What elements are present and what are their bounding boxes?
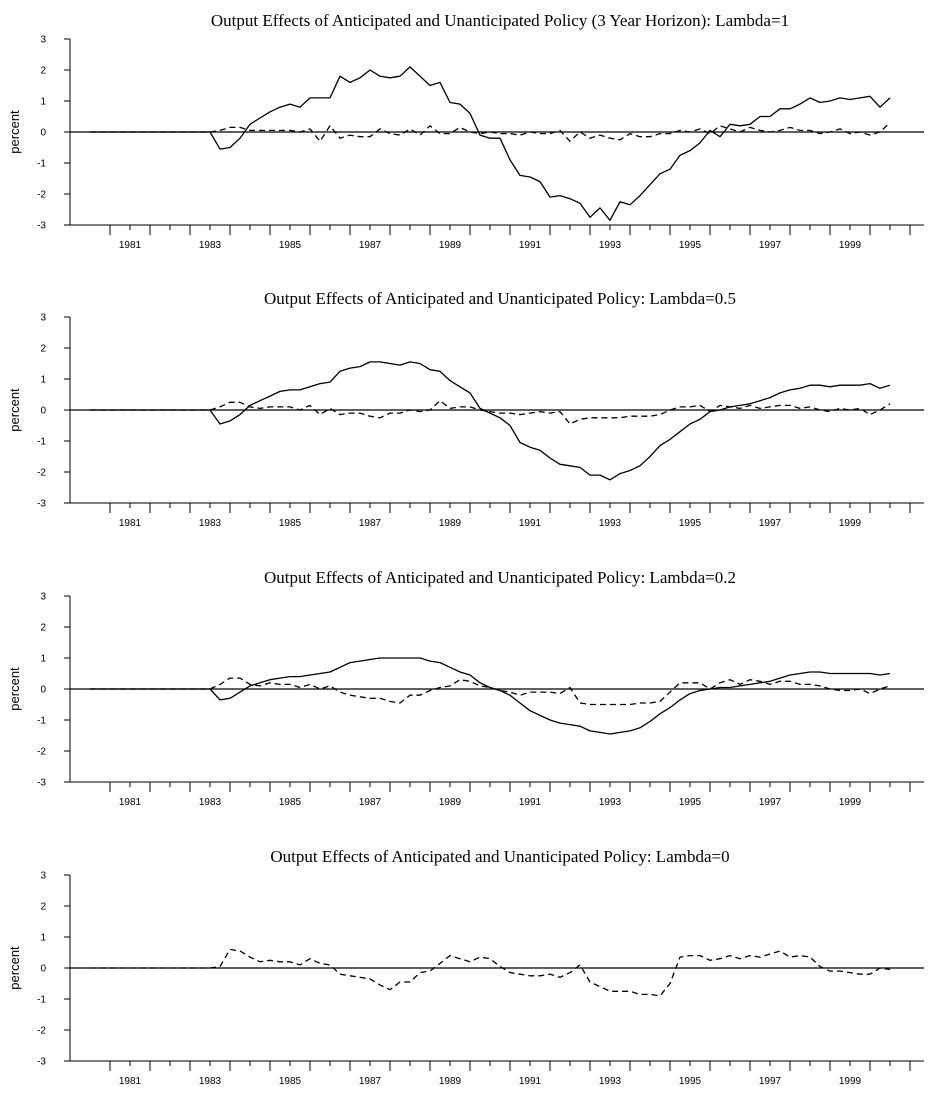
y-tick-label: 1 bbox=[40, 933, 46, 944]
y-tick-label: 0 bbox=[40, 406, 46, 417]
x-tick-label: 1985 bbox=[279, 1076, 302, 1087]
y-tick-label: -1 bbox=[37, 716, 46, 727]
series-line-dashed bbox=[90, 122, 891, 142]
x-tick-label: 1985 bbox=[279, 240, 302, 251]
y-axis-label: percent bbox=[7, 667, 22, 711]
x-tick-label: 1999 bbox=[839, 1076, 862, 1087]
x-tick-label: 1995 bbox=[679, 518, 702, 529]
x-tick-label: 1981 bbox=[119, 797, 142, 808]
x-tick-label: 1983 bbox=[199, 1076, 222, 1087]
y-tick-label: 2 bbox=[40, 66, 46, 77]
y-tick-label: -3 bbox=[37, 221, 46, 232]
x-tick-label: 1989 bbox=[439, 797, 462, 808]
x-tick-label: 1995 bbox=[679, 240, 702, 251]
x-tick-label: 1985 bbox=[279, 518, 302, 529]
x-tick-label: 1987 bbox=[359, 240, 382, 251]
x-tick-label: 1991 bbox=[519, 518, 542, 529]
y-tick-label: 0 bbox=[40, 685, 46, 696]
x-tick-label: 1981 bbox=[119, 518, 142, 529]
x-tick-label: 1981 bbox=[119, 1076, 142, 1087]
y-tick-label: 3 bbox=[40, 313, 46, 324]
y-tick-label: -1 bbox=[37, 437, 46, 448]
y-tick-label: 0 bbox=[40, 128, 46, 139]
y-tick-label: 0 bbox=[40, 964, 46, 975]
x-tick-label: 1991 bbox=[519, 240, 542, 251]
x-tick-label: 1983 bbox=[199, 518, 222, 529]
series-line-dashed bbox=[90, 400, 891, 425]
y-tick-label: -3 bbox=[37, 1057, 46, 1068]
x-tick-label: 1987 bbox=[359, 1076, 382, 1087]
series-line-solid bbox=[90, 361, 891, 481]
x-tick-label: 1999 bbox=[839, 518, 862, 529]
x-tick-label: 1985 bbox=[279, 797, 302, 808]
x-tick-label: 1993 bbox=[599, 518, 622, 529]
x-tick-label: 1987 bbox=[359, 518, 382, 529]
x-tick-label: 1995 bbox=[679, 797, 702, 808]
chart-title: Output Effects of Anticipated and Unanti… bbox=[264, 568, 736, 587]
x-tick-label: 1989 bbox=[439, 1076, 462, 1087]
x-tick-label: 1983 bbox=[199, 797, 222, 808]
y-axis-label: percent bbox=[7, 946, 22, 990]
x-tick-label: 1995 bbox=[679, 1076, 702, 1087]
x-tick-label: 1993 bbox=[599, 1076, 622, 1087]
y-axis-label: percent bbox=[7, 388, 22, 432]
chart-title: Output Effects of Anticipated and Unanti… bbox=[270, 847, 729, 866]
x-tick-label: 1989 bbox=[439, 240, 462, 251]
series-line-solid bbox=[90, 657, 891, 735]
x-tick-label: 1993 bbox=[599, 240, 622, 251]
y-tick-label: 2 bbox=[40, 623, 46, 634]
x-tick-label: 1987 bbox=[359, 797, 382, 808]
x-tick-label: 1999 bbox=[839, 797, 862, 808]
y-tick-label: -2 bbox=[37, 468, 46, 479]
y-tick-label: -1 bbox=[37, 159, 46, 170]
y-tick-label: 1 bbox=[40, 375, 46, 386]
y-tick-label: 3 bbox=[40, 35, 46, 46]
y-tick-label: 2 bbox=[40, 344, 46, 355]
y-tick-label: -2 bbox=[37, 1026, 46, 1037]
x-tick-label: 1989 bbox=[439, 518, 462, 529]
x-tick-label: 1983 bbox=[199, 240, 222, 251]
x-tick-label: 1981 bbox=[119, 240, 142, 251]
y-tick-label: 1 bbox=[40, 654, 46, 665]
y-axis-label: percent bbox=[7, 110, 22, 154]
x-tick-label: 1997 bbox=[759, 240, 782, 251]
y-tick-label: -3 bbox=[37, 778, 46, 789]
x-tick-label: 1997 bbox=[759, 518, 782, 529]
y-tick-label: 3 bbox=[40, 592, 46, 603]
series-line-dashed bbox=[90, 677, 891, 706]
chart-title: Output Effects of Anticipated and Unanti… bbox=[264, 289, 736, 308]
x-tick-label: 1993 bbox=[599, 797, 622, 808]
chart-title: Output Effects of Anticipated and Unanti… bbox=[211, 11, 789, 30]
x-tick-label: 1999 bbox=[839, 240, 862, 251]
series-line-solid bbox=[90, 66, 891, 221]
x-tick-label: 1991 bbox=[519, 797, 542, 808]
y-tick-label: 3 bbox=[40, 871, 46, 882]
y-tick-label: 2 bbox=[40, 902, 46, 913]
series-line-dashed bbox=[90, 948, 891, 997]
y-tick-label: 1 bbox=[40, 97, 46, 108]
x-tick-label: 1997 bbox=[759, 797, 782, 808]
x-tick-label: 1997 bbox=[759, 1076, 782, 1087]
x-tick-label: 1991 bbox=[519, 1076, 542, 1087]
y-tick-label: -1 bbox=[37, 995, 46, 1006]
y-tick-label: -3 bbox=[37, 499, 46, 510]
y-tick-label: -2 bbox=[37, 190, 46, 201]
y-tick-label: -2 bbox=[37, 747, 46, 758]
